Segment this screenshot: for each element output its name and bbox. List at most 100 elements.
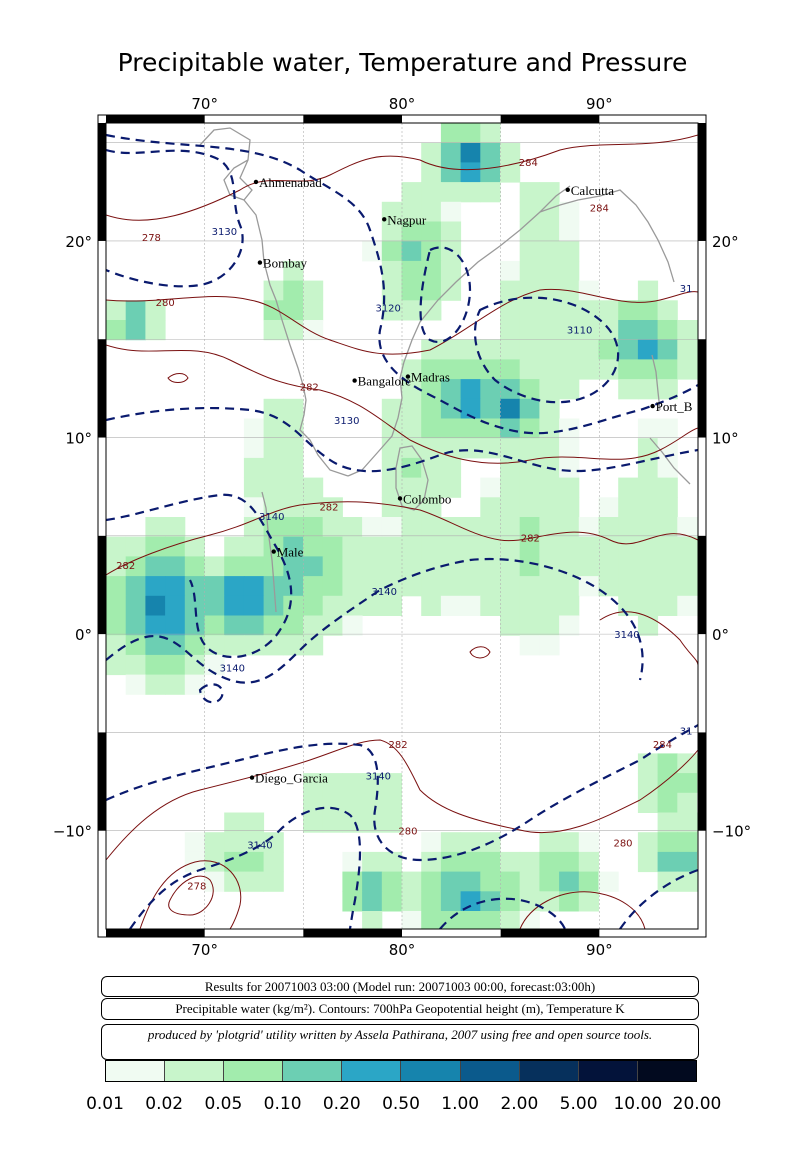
pw-cell [657,497,678,518]
pw-cell [519,221,540,242]
map-frame [97,114,707,938]
pw-cell [401,379,422,400]
pw-cell [263,438,284,459]
pw-cell [618,379,639,400]
colorbar-swatch [283,1061,343,1081]
pw-cell [322,517,343,538]
pw-cell [539,379,560,400]
pw-cell [559,536,580,557]
pw-cell [421,182,442,203]
temperature-contour-line [106,501,698,576]
pw-cell [440,477,462,498]
legend-note: Precipitable water (kg/m²). Contours: 70… [101,998,699,1020]
pw-cell [460,398,481,419]
pw-cell [125,635,146,656]
pw-cell [125,654,146,676]
pw-cell [677,753,698,774]
pw-cell [401,300,422,321]
pw-cell [657,477,678,498]
pw-cell [539,260,560,282]
city-dot [397,496,403,501]
temperature-label: 280 [398,827,417,838]
pw-cell [539,832,560,853]
height-contour-line [106,148,244,288]
frame-segment [98,535,106,635]
height-label: 3140 [247,840,272,851]
pw-cell [578,320,599,341]
pw-cell [657,300,678,321]
pw-cell [677,871,698,892]
pw-cell [243,457,265,479]
pw-cell [460,418,481,439]
temperature-contour-line [106,344,698,464]
pw-cell [106,595,127,616]
height-label: 3130 [212,227,237,238]
pw-cell [677,832,698,853]
pw-cell [421,280,442,301]
pw-cell [421,911,442,929]
temperature-label: 282 [389,740,408,751]
pw-cell [283,517,304,538]
pw-cell [421,576,442,597]
temperature-label: 284 [519,158,538,169]
pw-cell [539,635,560,656]
pw-cell [401,457,422,479]
pw-cell [539,536,560,557]
pw-cell [480,536,501,557]
colorbar-tick-label: 1.00 [441,1094,480,1114]
pw-cell [263,497,284,518]
pw-cell [440,162,462,183]
pw-cell [204,576,225,597]
axis-ticks: 70° 70° 80° 80° 90° 90° 20° 20° 10° 10° 0° 0° −10° −1… [53,95,751,959]
pw-cell [440,457,462,479]
pw-cell [519,280,540,301]
pw-cell [401,891,422,912]
pw-cell [362,911,383,929]
lat-tick-label: 0° [75,626,92,644]
india-east-coast [347,185,571,477]
pw-cell [381,201,402,222]
pw-cell [401,182,422,203]
pw-cell [500,300,521,321]
lon-tick-label: 70° [191,95,218,113]
height-contour-line [129,806,362,929]
height-label: 3130 [334,416,359,427]
pw-cell [145,536,166,557]
bengal-coast [539,189,675,283]
pw-cell [263,635,284,656]
colorbar-swatch [460,1061,520,1081]
pw-cell [342,792,363,813]
pw-cell [637,457,659,479]
pw-cell [500,398,521,419]
pw-cell [322,812,343,833]
pw-cell [539,320,560,341]
colorbar-tick-label: 0.10 [263,1094,302,1114]
pw-cell [381,457,402,479]
pw-cell [637,753,659,774]
pw-cell [184,536,205,557]
colorbar-swatch [342,1061,402,1081]
pw-cell [303,320,324,341]
temperature-label: 282 [116,561,135,572]
pw-cell [362,871,383,892]
pw-cell [243,438,265,459]
city-dot [271,549,276,554]
pw-cell [618,320,639,341]
graticule [106,123,698,929]
pw-cell [460,556,481,577]
colorbar-tick-label: 10.00 [613,1094,663,1114]
pw-cell [342,536,363,557]
pw-cell [263,595,284,616]
lon-tick-label: 90° [586,941,613,959]
colorbar-tick-label: 20.00 [672,1094,722,1114]
pw-cell [500,162,521,183]
pw-cell [381,595,402,616]
pw-cell [401,911,422,929]
pw-cell [480,398,501,419]
pw-cell [539,477,560,498]
pw-cell [421,556,442,577]
pw-cell [559,379,580,400]
pw-cell [362,517,383,538]
pw-cell [657,832,678,853]
pw-cell [243,595,265,616]
